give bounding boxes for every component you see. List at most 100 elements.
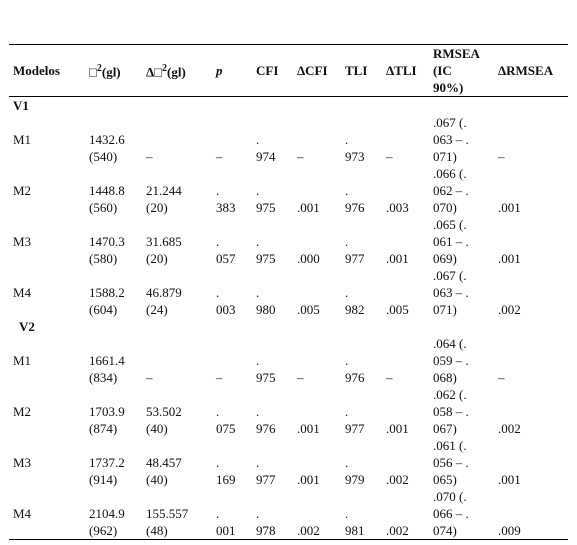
column-header: p: [216, 63, 223, 78]
data-cell: 1737.2 (914): [89, 455, 125, 487]
data-row: M1 1432.6 (540) – – . 974 – . 973 – .067 (. 063 …: [9, 114, 568, 165]
model-label: M4: [13, 506, 32, 521]
data-cell: .066 (. 062 – . 070): [433, 166, 469, 215]
data-cell: .001: [498, 251, 521, 266]
data-cell: . 974: [256, 132, 276, 164]
results-table: Modelos □2(gl) Δ□2(gl) p CFI ΔCFI TLI ΔTLI RMSEA…: [9, 44, 568, 540]
data-row: M2 1703.9 (874) 53.502 (40) . 075 . 976 .001.…: [9, 386, 568, 437]
data-cell: .009: [498, 523, 521, 538]
data-cell: 48.457 (40): [146, 455, 182, 487]
data-cell: .000: [297, 251, 320, 266]
data-cell: –: [297, 370, 304, 385]
data-cell: .001: [297, 421, 320, 436]
data-cell: .001: [386, 251, 409, 266]
data-cell: .070 (. 066 – . 074): [433, 489, 469, 538]
header-row: Modelos □2(gl) Δ□2(gl) p CFI ΔCFI TLI ΔTLI RMSEA…: [9, 44, 568, 97]
data-row: M1 1661.4 (834) – – . 975 – . 976 – .064 (. 059 …: [9, 335, 568, 386]
data-cell: . 075: [216, 404, 236, 436]
data-cell: 31.685 (20): [146, 234, 182, 266]
data-cell: –: [146, 370, 153, 385]
data-cell: . 979: [345, 455, 365, 487]
data-cell: .005: [386, 302, 409, 317]
model-label: M4: [13, 285, 32, 300]
data-cell: –: [216, 370, 223, 385]
data-cell: . 976: [345, 353, 365, 385]
model-label: M1: [13, 132, 32, 147]
data-cell: 1588.2 (604): [89, 285, 125, 317]
header-rest: (gl): [167, 64, 186, 80]
data-cell: . 980: [256, 285, 276, 317]
data-cell: . 978: [256, 506, 276, 538]
data-cell: . 981: [345, 506, 365, 538]
data-cell: –: [146, 149, 153, 164]
column-header: CFI: [256, 63, 279, 78]
data-cell: –: [216, 149, 223, 164]
data-cell: . 976: [256, 404, 276, 436]
data-cell: .001: [297, 200, 320, 215]
data-cell: 1432.6 (540): [89, 132, 125, 164]
data-cell: 21.244 (20): [146, 183, 182, 215]
data-cell: 2104.9 (962): [89, 506, 125, 538]
data-cell: –: [386, 370, 393, 385]
header-superscript: 2: [162, 63, 168, 75]
data-cell: . 003: [216, 285, 236, 317]
model-label: M3: [13, 234, 32, 249]
header-base: □: [89, 64, 97, 80]
data-cell: . 383: [216, 183, 236, 215]
model-label: M2: [13, 183, 32, 198]
data-cell: . 169: [216, 455, 236, 487]
data-cell: . 976: [345, 183, 365, 215]
data-cell: .001: [498, 472, 521, 487]
data-cell: . 975: [256, 183, 276, 215]
group-label: V1: [13, 98, 29, 113]
data-cell: .062 (. 058 – . 067): [433, 387, 469, 436]
header-superscript: 2: [96, 63, 102, 75]
data-cell: .005: [297, 302, 320, 317]
data-cell: 53.502 (40): [146, 404, 182, 436]
data-cell: .001: [498, 200, 521, 215]
column-header: ΔCFI: [297, 63, 328, 78]
data-cell: –: [297, 149, 304, 164]
group-row: V2: [9, 318, 568, 335]
model-label: M2: [13, 404, 32, 419]
data-cell: 1470.3 (580): [89, 234, 125, 266]
data-cell: 46.879 (24): [146, 285, 182, 317]
group-label: V2: [19, 319, 35, 334]
data-cell: . 982: [345, 285, 365, 317]
data-cell: . 977: [256, 455, 276, 487]
data-cell: .001: [297, 472, 320, 487]
model-label: M3: [13, 455, 32, 470]
data-cell: 1703.9 (874): [89, 404, 125, 436]
data-row: M4 1588.2 (604) 46.879 (24) . 003 . 980 .005.…: [9, 267, 568, 318]
data-row: M2 1448.8 (560) 21.244 (20) . 383 . 975 .001.…: [9, 165, 568, 216]
data-row: M3 1470.3 (580) 31.685 (20) . 057 . 975 .000.…: [9, 216, 568, 267]
data-cell: .061 (. 056 – . 065): [433, 438, 469, 487]
data-cell: .067 (. 063 – . 071): [433, 268, 469, 317]
data-row: M4 2104.9 (962) 155.557 (48) . 001 . 978 .002…: [9, 488, 568, 540]
data-cell: 1448.8 (560): [89, 183, 125, 215]
header-base: Δ□: [146, 64, 163, 80]
data-cell: . 001: [216, 506, 236, 538]
data-cell: .001: [386, 421, 409, 436]
column-header: Modelos: [13, 63, 60, 78]
data-cell: .002: [386, 523, 409, 538]
data-cell: . 977: [345, 234, 365, 266]
data-cell: 155.557 (48): [146, 506, 189, 538]
data-cell: –: [498, 370, 505, 385]
table-body: V1 M1 1432.6 (540) – – . 974 – . 973 – .067 (. 06…: [9, 97, 568, 540]
data-cell: .065 (. 061 – . 069): [433, 217, 469, 266]
data-cell: .064 (. 059 – . 068): [433, 336, 469, 385]
data-cell: 1661.4 (834): [89, 353, 125, 385]
data-cell: –: [386, 149, 393, 164]
data-cell: . 975: [256, 353, 276, 385]
column-header: Δ□2(gl): [142, 45, 212, 97]
data-cell: .002: [386, 472, 409, 487]
header-rest: (gl): [101, 64, 121, 80]
column-header: RMSEA (IC 90%): [433, 46, 480, 95]
column-header: TLI: [345, 63, 368, 78]
data-cell: .002: [297, 523, 320, 538]
data-cell: .003: [386, 200, 409, 215]
data-cell: .067 (. 063 – . 071): [433, 115, 469, 164]
column-header: □2(gl): [85, 45, 142, 97]
column-header: ΔRMSEA: [498, 63, 554, 78]
